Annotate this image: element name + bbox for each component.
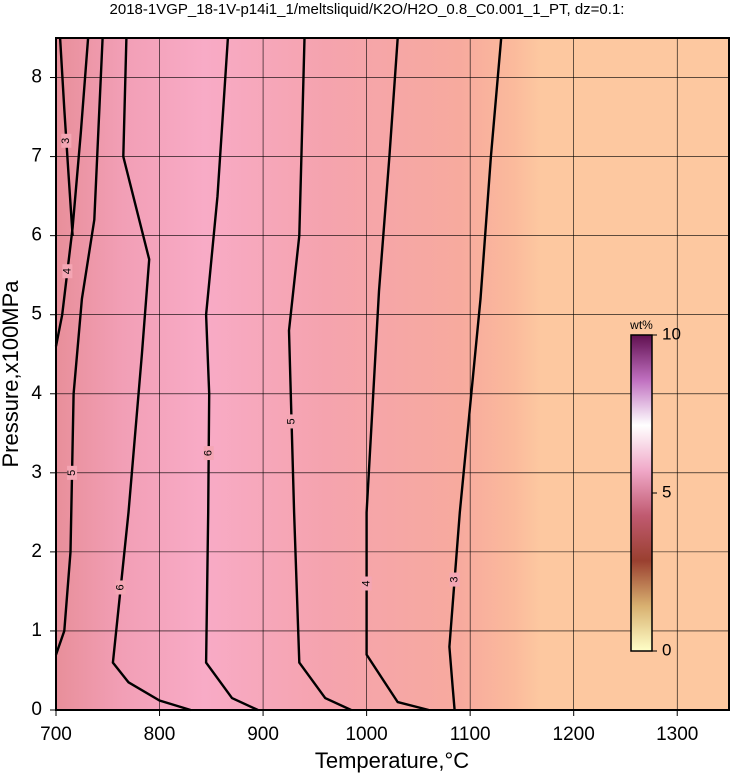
x-tick-label: 900 (247, 724, 279, 745)
y-tick-label: 3 (31, 462, 42, 483)
y-tick-label: 8 (31, 67, 42, 88)
contour-label: 6 (115, 584, 127, 590)
contour-label: 3 (449, 576, 461, 582)
chart-title: 2018-1VGP_18-1V-p14i1_1/meltsliquid/K2O/… (110, 1, 625, 18)
y-axis-label: Pressure,x100MPa (0, 280, 23, 468)
y-tick-label: 7 (31, 146, 42, 167)
contour-label-bg (62, 264, 73, 279)
x-tick-label: 1200 (553, 724, 595, 745)
colorbar-label: wt% (629, 318, 653, 332)
contour-label: 6 (203, 450, 215, 456)
contour-label-bg (286, 414, 297, 429)
contour-label-bg (449, 572, 460, 587)
contour-label: 3 (60, 138, 72, 144)
y-tick-label: 5 (31, 304, 42, 325)
colorbar-tick-label: 0 (662, 640, 671, 659)
contour-label-bg (115, 580, 126, 595)
x-tick-label: 1100 (450, 724, 491, 745)
colorbar: 0 5 10 wt% (629, 318, 681, 659)
plot-background (56, 38, 729, 710)
colorbar-tick-label: 5 (662, 482, 671, 501)
colorbar-scale (630, 334, 653, 652)
contour-label: 4 (61, 268, 73, 274)
contour-label: 5 (285, 418, 297, 424)
contour-line (448, 37, 503, 711)
grid (55, 38, 729, 711)
x-tick-label: 700 (40, 724, 72, 745)
y-tick-label: 2 (31, 541, 42, 562)
x-tick-label: 1000 (345, 724, 387, 745)
contour-line (54, 37, 90, 347)
contour-line (111, 37, 191, 712)
colorbar-tick-label: 10 (662, 324, 681, 343)
y-tick-label: 0 (31, 699, 42, 720)
contour-label-bg (61, 133, 72, 148)
plot-frame (55, 37, 730, 711)
x-axis-label: Temperature,°C (315, 748, 469, 773)
contour-label-bg (203, 446, 214, 461)
y-tick-label: 4 (31, 383, 42, 404)
contour-label: 4 (361, 580, 373, 586)
contour-line (365, 37, 429, 712)
x-tick-label: 1300 (656, 724, 698, 745)
x-tick-label: 800 (144, 724, 176, 745)
axes: 700 800 900 1000 1100 1200 1300 0 1 2 3 4 5 6 7 8 (31, 67, 698, 745)
contours: 3 4 5 6 6 5 4 3 (54, 37, 503, 712)
contour-label-bg (67, 465, 78, 480)
contour-label: 5 (66, 470, 78, 476)
contour-label-bg (361, 576, 372, 591)
y-tick-label: 6 (31, 225, 42, 246)
y-tick-label: 1 (31, 620, 42, 641)
contour-line (54, 37, 104, 656)
